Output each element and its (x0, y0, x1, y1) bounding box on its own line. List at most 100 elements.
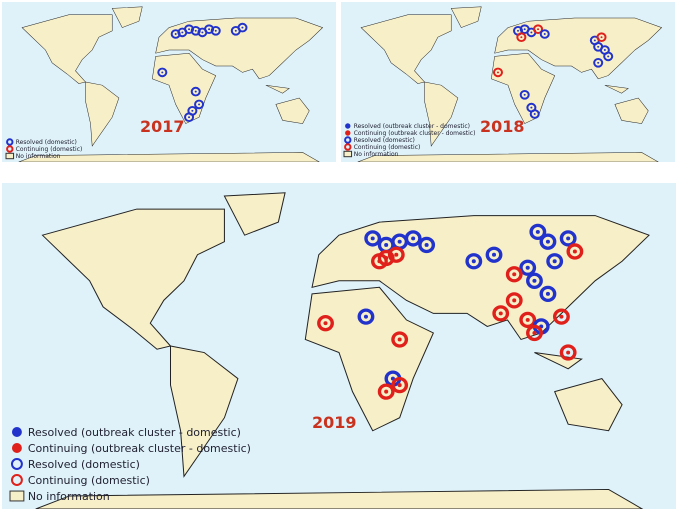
year-label: 2017 (140, 117, 185, 136)
outbreak-dot (566, 236, 571, 241)
outbreak-dot (593, 39, 596, 42)
outbreak-marker (529, 109, 540, 119)
outbreak-dot (552, 259, 557, 264)
outbreak-dot (545, 291, 550, 296)
outbreak-marker (526, 324, 543, 342)
outbreak-dot (520, 36, 523, 39)
outbreak-dot (234, 29, 237, 32)
outbreak-dot (597, 45, 600, 48)
legend-swatch (5, 152, 15, 160)
outbreak-marker (418, 236, 436, 254)
legend-swatch (10, 474, 23, 486)
outbreak-marker (526, 272, 543, 289)
outbreak-marker (519, 259, 537, 276)
outbreak-dot (597, 61, 600, 64)
outbreak-dot (161, 71, 164, 74)
outbreak-marker (519, 90, 530, 100)
outbreak-marker (210, 26, 221, 36)
legend-label: Continuing (domestic) (16, 146, 83, 153)
outbreak-marker (485, 246, 503, 263)
outbreak-marker (387, 246, 405, 263)
outbreak-dot (498, 311, 503, 316)
outbreak-dot (523, 93, 526, 96)
legend-label: Resolved (domestic) (28, 458, 140, 471)
outbreak-dot (512, 272, 517, 277)
outbreak-dot (559, 314, 564, 319)
outbreak-marker (492, 67, 503, 78)
legend-swatch (9, 490, 25, 502)
legend-label: Continuing (domestic) (28, 474, 150, 487)
outbreak-dot (201, 31, 204, 34)
outbreak-marker (593, 58, 604, 68)
outbreak-dot (537, 28, 540, 31)
outbreak-dot (323, 321, 328, 326)
outbreak-dot (491, 252, 497, 257)
outbreak-marker (559, 230, 577, 247)
legend-label: Resolved (domestic) (354, 137, 415, 144)
outbreak-dot (191, 109, 194, 112)
outbreak-marker (603, 51, 614, 62)
outbreak-dot (384, 242, 389, 247)
outbreak-dot (194, 90, 197, 93)
legend-swatch (10, 458, 23, 470)
outbreak-marker (184, 112, 195, 122)
outbreak-dot (377, 259, 382, 264)
outbreak-marker (539, 285, 557, 302)
legend-swatch (343, 150, 353, 158)
outbreak-marker (391, 376, 409, 394)
outbreak-marker (505, 266, 523, 283)
outbreak-dot (525, 265, 530, 270)
legend-swatch (345, 130, 351, 136)
outbreak-marker (533, 24, 544, 34)
legend-label: No information (16, 153, 61, 160)
outbreak-dot (566, 350, 571, 355)
outbreak-dot (543, 33, 546, 35)
outbreak-dot (174, 33, 177, 35)
outbreak-marker (190, 86, 201, 97)
outbreak-dot (533, 113, 536, 115)
outbreak-marker (492, 305, 510, 322)
outbreak-marker (559, 344, 577, 361)
outbreak-marker (357, 308, 375, 325)
outbreak-dot (411, 236, 416, 241)
outbreak-dot (363, 314, 368, 319)
legend-swatch (344, 143, 352, 151)
outbreak-dot (214, 29, 217, 32)
legend-swatch (344, 136, 352, 144)
year-label: 2018 (480, 117, 525, 136)
outbreak-dot (530, 106, 533, 109)
outbreak-dot (397, 337, 402, 342)
legend-label: Resolved (outbreak cluster - domestic) (28, 426, 241, 439)
map-2017 (2, 2, 336, 162)
outbreak-marker (539, 233, 557, 250)
legend-swatch (6, 138, 14, 146)
legend-label: Continuing (outbreak cluster - domestic) (354, 130, 476, 137)
outbreak-dot (525, 317, 530, 322)
legend-label: Resolved (outbreak cluster - domestic) (354, 123, 470, 130)
outbreak-marker (157, 67, 168, 78)
outbreak-dot (424, 242, 429, 247)
outbreak-marker (377, 383, 395, 400)
outbreak-dot (397, 383, 402, 388)
outbreak-dot (532, 331, 537, 335)
map-2018 (341, 2, 675, 162)
outbreak-dot (241, 26, 244, 29)
outbreak-dot (512, 298, 517, 303)
outbreak-marker (317, 315, 334, 332)
legend-label: Continuing (outbreak cluster - domestic) (28, 442, 251, 455)
outbreak-dot (530, 31, 533, 34)
outbreak-dot (370, 236, 375, 241)
outbreak-marker (552, 308, 570, 325)
outbreak-dot (384, 389, 389, 394)
outbreak-dot (600, 36, 603, 39)
outbreak-marker (519, 311, 537, 329)
outbreak-marker (371, 253, 388, 270)
outbreak-dot (523, 28, 526, 31)
outbreak-dot (208, 28, 211, 31)
outbreak-dot (394, 252, 399, 257)
legend-label: Resolved (domestic) (16, 139, 77, 146)
legend-label: Continuing (domestic) (354, 144, 421, 151)
outbreak-dot (496, 71, 499, 74)
